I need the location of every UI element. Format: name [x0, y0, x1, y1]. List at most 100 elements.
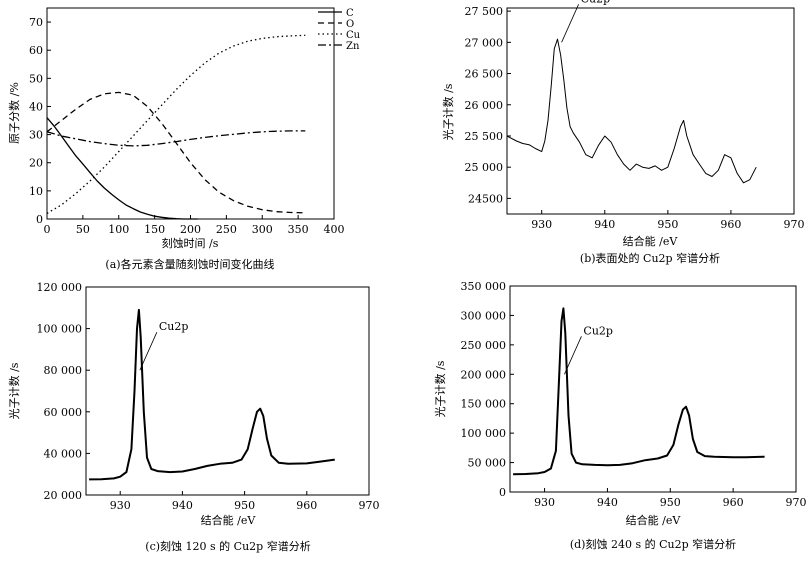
y-tick-label: 350 000 [461, 280, 507, 293]
x-tick-label: 940 [597, 496, 618, 509]
annotation-leader-line [561, 4, 579, 43]
y-tick-label: 150 000 [461, 398, 507, 411]
annotation-leader-line [139, 332, 158, 371]
panel-b-frame [506, 7, 795, 215]
x-tick-label: 250 [216, 223, 237, 236]
x-tick-label: 950 [660, 496, 681, 509]
x-tick-label: 940 [594, 218, 615, 231]
panel-b-xlabel: 结合能 /eV [623, 234, 679, 248]
y-tick-label: 300 000 [461, 309, 507, 322]
y-tick-label: 80 000 [44, 364, 83, 377]
panel-d-caption: (d)刻蚀 240 s 的 Cu2p 窄谱分析 [570, 537, 736, 551]
panel-d-frame [509, 285, 797, 493]
panel-b-series [506, 38, 757, 184]
panel-a: 0 50 100 150 200 250 300 350 400010203040506070 … [8, 7, 361, 271]
x-tick-label: 100 [108, 223, 129, 236]
y-tick-label: 20 000 [44, 489, 83, 502]
x-tick-label: 930 [534, 496, 555, 509]
y-tick-label: 0 [499, 486, 506, 499]
panel-a-frame [46, 7, 335, 220]
panel-c-xlabel: 结合能 /eV [201, 513, 257, 527]
y-tick-label: 25 000 [465, 161, 504, 174]
panel-b-ticks: 930 940 950 960 970 24500 25 000 25 500 26 000 26… [465, 5, 805, 231]
y-tick-label: 60 [29, 44, 43, 57]
x-tick-label: 960 [723, 496, 744, 509]
panel-b-annotation: Cu2p [561, 0, 611, 43]
panel-a-ylabel: 原子分数 /% [8, 82, 21, 144]
series-line-Cu [46, 34, 306, 214]
y-tick-label: 24500 [468, 192, 503, 205]
y-tick-label: 27 500 [465, 5, 504, 18]
x-tick-label: 0 [44, 223, 51, 236]
y-tick-label: 100 000 [37, 323, 83, 336]
panel-d: 930 940 950 960 970 0 50 000 100 000 150 000 200 … [433, 280, 807, 551]
panel-d-xlabel: 结合能 /eV [626, 513, 682, 527]
x-tick-label: 350 [288, 223, 309, 236]
series-line-Zn [46, 130, 306, 147]
panel-a-ticks: 0 50 100 150 200 250 300 350 400 0 10 20 30 40 50 60 70 [29, 16, 345, 236]
x-tick-label: 960 [296, 499, 317, 512]
x-tick-label: 930 [110, 499, 131, 512]
panel-a-xlabel: 刻蚀时间 /s [162, 236, 219, 250]
x-tick-label: 950 [657, 218, 678, 231]
x-tick-label: 970 [784, 218, 805, 231]
y-tick-label: 100 000 [461, 427, 507, 440]
x-tick-label: 930 [531, 218, 552, 231]
panel-c: 930 940 950 960 970 20 000 40 000 60 000 80 000 1… [7, 281, 380, 553]
y-tick-label: 40 [29, 100, 43, 113]
y-tick-label: 60 000 [44, 406, 83, 419]
y-tick-label: 120 000 [37, 281, 83, 294]
series-line-spectrum-d [513, 307, 765, 476]
panel-b: 930 940 950 960 970 24500 25 000 25 500 26 000 26… [441, 0, 805, 265]
legend-label-C: C [346, 8, 354, 19]
x-tick-label: 50 [76, 223, 90, 236]
y-tick-label: 70 [29, 16, 43, 29]
annotation-label: Cu2p [583, 324, 613, 337]
x-tick-label: 200 [180, 223, 201, 236]
x-tick-label: 950 [234, 499, 255, 512]
annotation-label: Cu2p [159, 320, 189, 333]
panel-b-ylabel: 光子计数 /s [441, 83, 455, 140]
legend-label-O: O [346, 19, 354, 30]
x-tick-label: 940 [172, 499, 193, 512]
x-tick-label: 970 [786, 496, 807, 509]
panel-c-annotation: Cu2p [139, 320, 189, 371]
x-tick-label: 400 [324, 223, 345, 236]
annotation-leader-line [564, 336, 582, 375]
y-tick-label: 30 [29, 129, 43, 142]
series-line-C [46, 117, 198, 220]
panel-d-annotation: Cu2p [564, 324, 613, 375]
panel-d-ticks: 930 940 950 960 970 0 50 000 100 000 150 000 200 … [461, 280, 807, 509]
panel-c-ylabel: 光子计数 /s [7, 362, 21, 419]
panel-a-series [46, 34, 306, 220]
x-tick-label: 960 [720, 218, 741, 231]
y-tick-label: 26 500 [465, 68, 504, 81]
y-tick-label: 20 [29, 157, 43, 170]
y-tick-label: 250 000 [461, 339, 507, 352]
y-tick-label: 26 000 [465, 99, 504, 112]
series-line-spectrum-c [89, 308, 335, 481]
y-tick-label: 27 000 [465, 36, 504, 49]
x-tick-label: 300 [252, 223, 273, 236]
y-tick-label: 25 500 [465, 130, 504, 143]
x-tick-label: 150 [144, 223, 165, 236]
annotation-label: Cu2p [581, 0, 611, 5]
series-line-O [46, 91, 306, 214]
panel-c-series [89, 308, 335, 481]
y-tick-label: 200 000 [461, 368, 507, 381]
y-tick-label: 40 000 [44, 447, 83, 460]
series-line-spectrum-b [506, 38, 757, 184]
x-tick-label: 970 [359, 499, 380, 512]
y-tick-label: 0 [36, 213, 43, 226]
panel-c-caption: (c)刻蚀 120 s 的 Cu2p 窄谱分析 [145, 539, 310, 553]
legend-label-Zn: Zn [346, 41, 360, 52]
y-tick-label: 50 000 [468, 457, 507, 470]
panel-d-ylabel: 光子计数 /s [433, 360, 447, 417]
y-tick-label: 10 [29, 185, 43, 198]
panel-c-frame [85, 286, 370, 496]
panel-c-ticks: 930 940 950 960 970 20 000 40 000 60 000 80 000 1… [37, 281, 380, 512]
y-tick-label: 50 [29, 72, 43, 85]
panel-d-series [513, 307, 765, 476]
